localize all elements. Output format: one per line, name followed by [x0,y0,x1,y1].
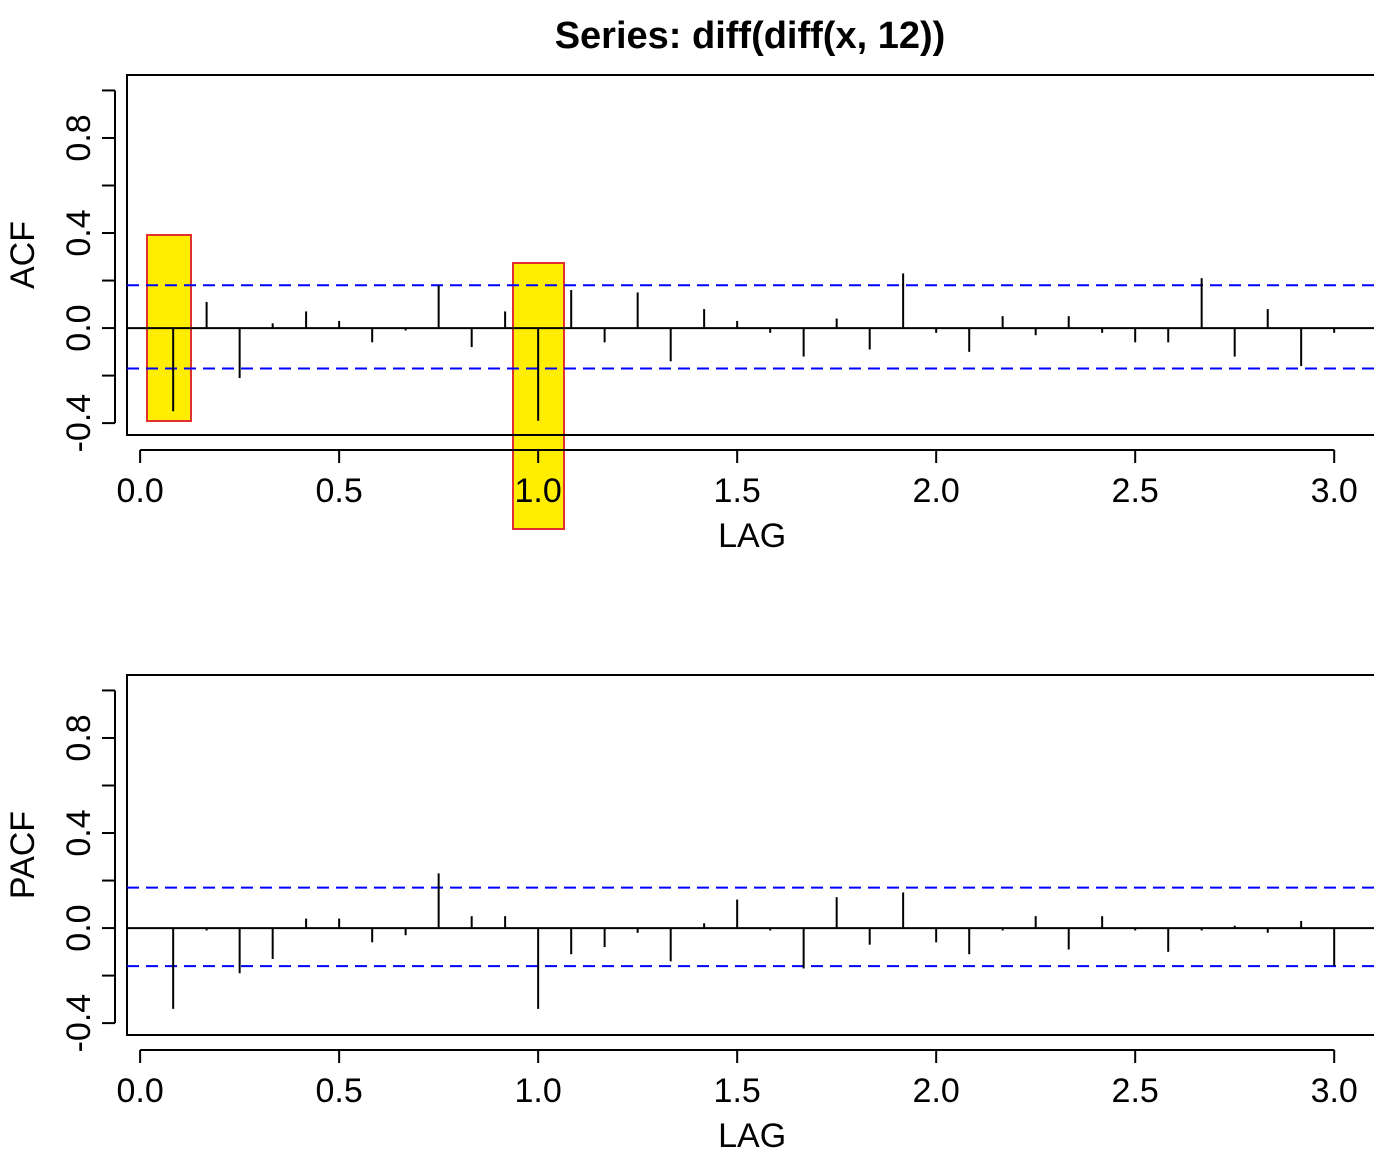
x-tick-label: 1.0 [515,1072,562,1110]
y-tick-label: 0.0 [60,304,98,351]
x-tick-label: 3.0 [1311,472,1358,510]
x-tick-label: 2.0 [913,1072,960,1110]
x-tick-label: 2.0 [913,472,960,510]
x-tick-label: 1.5 [714,472,761,510]
plot-frame [126,74,1374,436]
plot-frame [126,674,1374,1036]
y-tick-label: 0.4 [60,209,98,256]
x-tick-label: 0.5 [316,472,363,510]
x-tick-label: 0.5 [316,1072,363,1110]
x-tick-label: 3.0 [1311,1072,1358,1110]
x-tick-label: 0.0 [117,1072,164,1110]
y-tick-label: 0.0 [60,904,98,951]
y-tick-label: 0.4 [60,809,98,856]
x-tick-label: 2.5 [1112,472,1159,510]
chart-title: Series: diff(diff(x, 12)) [555,15,946,57]
y-tick-label: 0.8 [60,114,98,161]
x-tick-label: 1.0 [515,472,562,510]
y-tick-label: 0.8 [60,714,98,761]
x-tick-label: 0.0 [117,472,164,510]
x-tick-label: 1.5 [714,1072,761,1110]
x-axis-label: LAG [718,517,786,555]
x-axis-label: LAG [718,1117,786,1151]
x-tick-label: 2.5 [1112,1072,1159,1110]
y-tick-label: -0.4 [60,994,98,1053]
y-axis-label: ACF [4,221,42,289]
y-axis-label: PACF [4,811,42,899]
y-tick-label: -0.4 [60,394,98,453]
